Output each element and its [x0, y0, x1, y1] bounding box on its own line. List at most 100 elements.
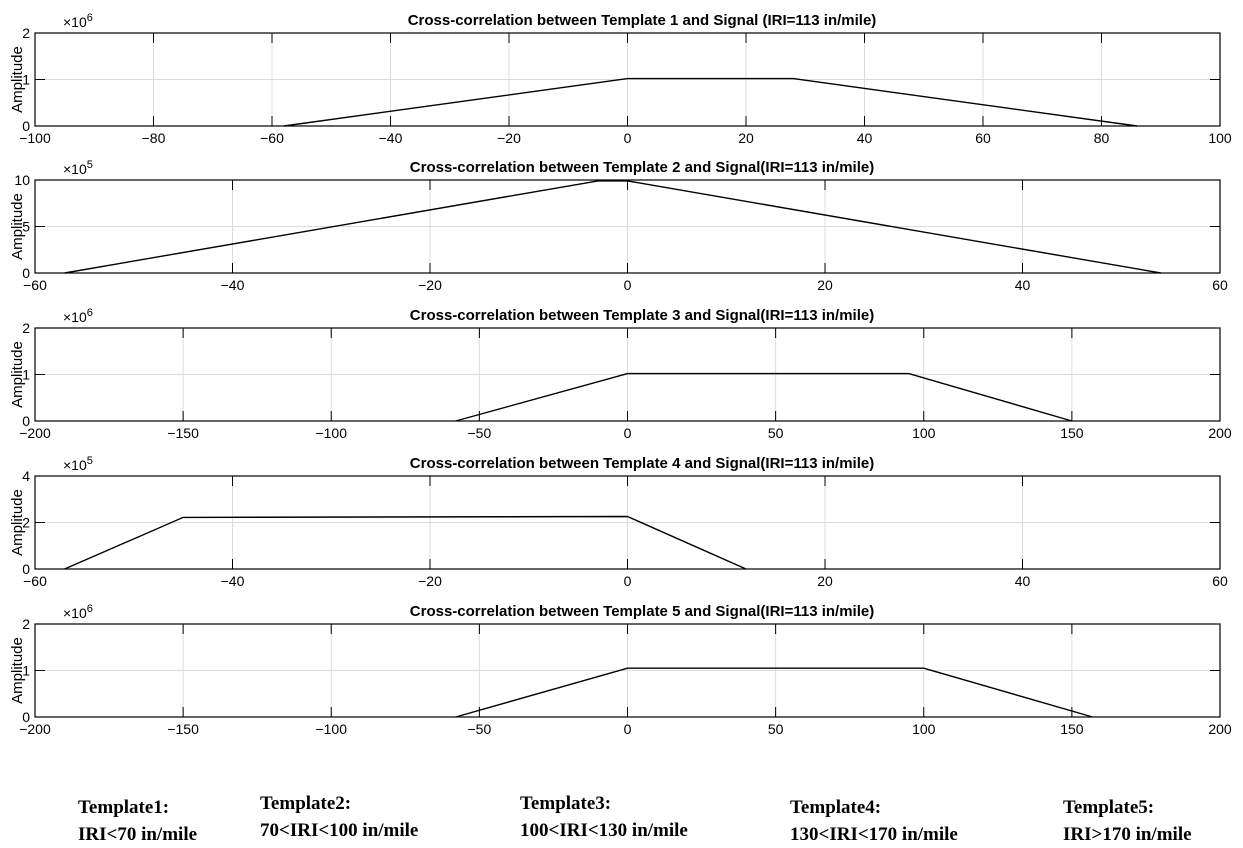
y-axis-label: Amplitude — [9, 341, 26, 408]
axes-box — [34, 32, 1221, 127]
y-exponent-label: ×105 — [63, 159, 93, 177]
y-exponent-label: ×105 — [63, 455, 93, 473]
caption-range: IRI<70 in/mile — [78, 824, 198, 845]
x-tick-label: 0 — [624, 425, 632, 441]
y-tick-label: 0 — [22, 561, 30, 577]
y-tick-label: 1 — [22, 72, 30, 88]
caption-title: Template3: — [520, 793, 612, 814]
axes-box — [34, 327, 1221, 422]
x-tick-label: −200 — [19, 721, 51, 737]
x-tick-label: −60 — [23, 573, 47, 589]
series-line — [283, 77, 1138, 127]
x-tick-label: −20 — [497, 130, 521, 146]
x-tick-label: −60 — [23, 277, 47, 293]
x-tick-label: 60 — [975, 130, 991, 146]
axes-box — [34, 475, 1221, 570]
chart-panel-4: −60 −40 −20 0 20 40 60 0 2 4 ×105 Cross-correlation… — [9, 455, 1228, 589]
y-tick-label: 10 — [14, 172, 30, 188]
chart-panel-5: −200 −150 −100 −50 0 50 100 150 200 0 1 2 ×106 Cross-… — [9, 603, 1232, 737]
y-tick-label: 0 — [22, 118, 30, 134]
x-tick-label: −50 — [468, 721, 492, 737]
caption-range: 70<IRI<100 in/mile — [260, 820, 419, 841]
series-line — [455, 667, 1093, 718]
y-axis-label: Amplitude — [9, 193, 26, 260]
chart-title: Cross-correlation between Template 4 and… — [410, 455, 874, 472]
x-tick-label: −150 — [167, 425, 199, 441]
x-tick-label: 20 — [738, 130, 754, 146]
x-tick-label: 50 — [768, 425, 784, 441]
caption-title: Template2: — [260, 793, 352, 814]
y-exponent-label: ×106 — [63, 12, 93, 30]
caption-title: Template1: — [78, 797, 170, 818]
chart-panel-3: −200 −150 −100 −50 0 50 100 150 200 0 1 2 ×106 Cross-… — [9, 307, 1232, 441]
x-tick-label: 150 — [1060, 721, 1084, 737]
series-line — [64, 180, 1161, 274]
y-tick-label: 1 — [22, 663, 30, 679]
x-tick-label: −50 — [468, 425, 492, 441]
template-captions: Template1: IRI<70 in/mile Template2: 70<… — [0, 780, 1243, 845]
series-line — [64, 515, 747, 570]
y-exponent-label: ×106 — [63, 603, 93, 621]
x-tick-label: −60 — [260, 130, 284, 146]
caption-template-3: Template3: 100<IRI<130 in/mile — [520, 790, 688, 844]
y-tick-label: 4 — [22, 468, 30, 484]
x-tick-label: 100 — [912, 425, 936, 441]
y-tick-label: 0 — [22, 709, 30, 725]
y-tick-label: 0 — [22, 265, 30, 281]
caption-title: Template4: — [790, 797, 882, 818]
x-tick-label: −40 — [379, 130, 403, 146]
y-axis-label: Amplitude — [9, 637, 26, 704]
chart-title: Cross-correlation between Template 5 and… — [410, 603, 874, 620]
x-tick-label: 20 — [817, 573, 833, 589]
y-tick-label: 0 — [22, 413, 30, 429]
x-tick-label: 60 — [1212, 573, 1228, 589]
y-tick-label: 1 — [22, 367, 30, 383]
caption-title: Template5: — [1063, 797, 1155, 818]
caption-template-1: Template1: IRI<70 in/mile — [78, 794, 197, 848]
caption-template-2: Template2: 70<IRI<100 in/mile — [260, 790, 418, 844]
x-tick-label: −100 — [19, 130, 51, 146]
axes-box — [34, 623, 1221, 718]
x-tick-label: −40 — [221, 573, 245, 589]
x-tick-label: 60 — [1212, 277, 1228, 293]
x-tick-label: 150 — [1060, 425, 1084, 441]
series-line — [455, 372, 1073, 422]
y-tick-label: 2 — [22, 616, 30, 632]
x-tick-label: −100 — [315, 425, 347, 441]
y-axis-label: Amplitude — [9, 489, 26, 556]
y-tick-label: 2 — [22, 515, 30, 531]
y-tick-label: 2 — [22, 25, 30, 41]
caption-range: 130<IRI<170 in/mile — [790, 824, 958, 845]
caption-template-4: Template4: 130<IRI<170 in/mile — [790, 794, 958, 848]
chart-title: Cross-correlation between Template 1 and… — [408, 12, 877, 29]
x-tick-label: 40 — [1015, 573, 1031, 589]
x-tick-label: 80 — [1094, 130, 1110, 146]
chart-title: Cross-correlation between Template 3 and… — [410, 307, 874, 324]
x-tick-label: 0 — [624, 130, 632, 146]
x-tick-label: 0 — [624, 277, 632, 293]
caption-range: IRI>170 in/mile — [1063, 824, 1192, 845]
x-tick-label: 100 — [1208, 130, 1232, 146]
x-tick-label: 50 — [768, 721, 784, 737]
x-tick-label: −80 — [142, 130, 166, 146]
axes-box — [34, 179, 1221, 274]
x-tick-label: −150 — [167, 721, 199, 737]
chart-panel-2: −60 −40 −20 0 20 40 60 0 5 10 ×105 Cross-correlatio… — [9, 159, 1228, 293]
x-tick-label: 20 — [817, 277, 833, 293]
x-tick-label: −40 — [221, 277, 245, 293]
x-tick-label: 100 — [912, 721, 936, 737]
y-axis-label: Amplitude — [9, 46, 26, 113]
x-tick-label: 200 — [1208, 425, 1232, 441]
y-tick-label: 5 — [22, 219, 30, 235]
x-tick-label: 40 — [857, 130, 873, 146]
x-tick-label: 0 — [624, 573, 632, 589]
caption-template-5: Template5: IRI>170 in/mile — [1063, 794, 1192, 848]
x-tick-label: 0 — [624, 721, 632, 737]
y-exponent-label: ×106 — [63, 307, 93, 325]
chart-title: Cross-correlation between Template 2 and… — [410, 159, 874, 176]
chart-panel-1: −100 −80 −60 −40 −20 0 20 40 60 80 100 0 1 2 ×106 Cross… — [9, 12, 1232, 146]
x-tick-label: −200 — [19, 425, 51, 441]
x-tick-label: −20 — [418, 277, 442, 293]
caption-range: 100<IRI<130 in/mile — [520, 820, 688, 841]
